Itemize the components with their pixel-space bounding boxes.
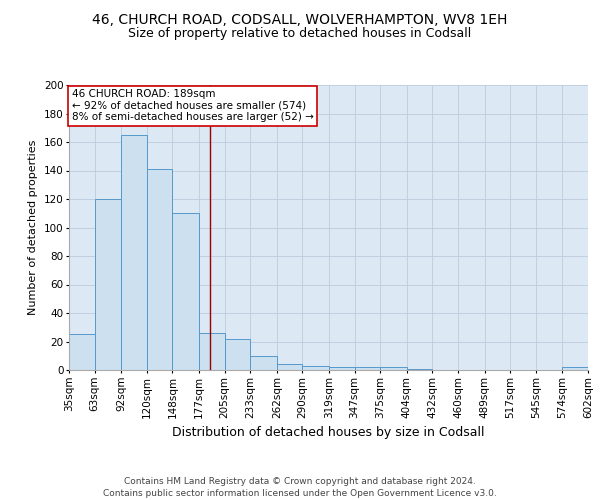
Bar — [172, 213, 199, 370]
Text: Size of property relative to detached houses in Codsall: Size of property relative to detached ho… — [128, 28, 472, 40]
Bar — [199, 333, 224, 370]
Bar — [562, 367, 588, 370]
Bar — [121, 135, 147, 370]
Bar — [277, 364, 302, 370]
Y-axis label: Number of detached properties: Number of detached properties — [28, 140, 38, 315]
Bar — [147, 169, 172, 370]
Bar — [224, 338, 250, 370]
Bar — [407, 368, 433, 370]
Bar — [302, 366, 329, 370]
Text: Contains HM Land Registry data © Crown copyright and database right 2024.
Contai: Contains HM Land Registry data © Crown c… — [103, 476, 497, 498]
Bar — [380, 367, 407, 370]
Bar — [355, 367, 380, 370]
Bar — [329, 367, 355, 370]
Bar — [250, 356, 277, 370]
Text: 46, CHURCH ROAD, CODSALL, WOLVERHAMPTON, WV8 1EH: 46, CHURCH ROAD, CODSALL, WOLVERHAMPTON,… — [92, 12, 508, 26]
Bar — [95, 199, 121, 370]
Bar — [69, 334, 95, 370]
Text: 46 CHURCH ROAD: 189sqm
← 92% of detached houses are smaller (574)
8% of semi-det: 46 CHURCH ROAD: 189sqm ← 92% of detached… — [71, 90, 313, 122]
X-axis label: Distribution of detached houses by size in Codsall: Distribution of detached houses by size … — [172, 426, 485, 439]
